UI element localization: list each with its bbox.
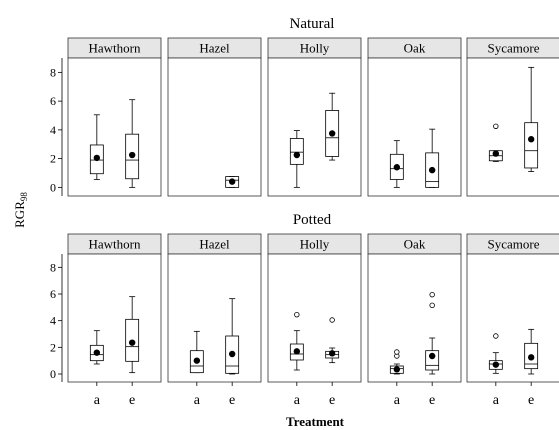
mean-point — [193, 357, 201, 364]
facet-strip-label: Sycamore — [488, 41, 540, 56]
x-axis-title: Treatment — [286, 414, 345, 429]
facet-strip-label: Oak — [404, 237, 426, 252]
mean-point — [328, 350, 336, 357]
mean-point — [228, 178, 236, 185]
facet-strip-label: Holly — [300, 41, 330, 56]
y-tick-label: 2 — [50, 340, 56, 354]
facet-panel — [167, 253, 262, 383]
mean-point — [527, 354, 535, 361]
x-tick-label: a — [493, 393, 500, 408]
y-tick-label: 0 — [50, 180, 56, 194]
y-tick-label: 4 — [50, 314, 56, 328]
y-tick-label: 4 — [50, 123, 56, 137]
outlier-point — [493, 123, 499, 129]
facet-strip-label: Hazel — [199, 41, 230, 56]
mean-point — [93, 154, 101, 162]
facet-panel — [466, 253, 559, 383]
mean-point — [393, 366, 401, 373]
mean-point — [492, 150, 500, 157]
outlier-point — [493, 333, 499, 339]
outlier-point — [329, 317, 335, 323]
x-tick-label: a — [294, 393, 301, 408]
facet-strip-label: Holly — [300, 237, 330, 252]
facet-strip-label: Hazel — [199, 237, 230, 252]
mean-point — [293, 348, 301, 355]
mean-point — [93, 349, 101, 356]
facet-panel — [67, 253, 162, 383]
facet-strip-label: Sycamore — [488, 237, 540, 252]
y-tick-label: 6 — [50, 287, 56, 301]
mean-point — [428, 352, 436, 360]
facet-panel — [167, 57, 262, 197]
mean-point — [492, 361, 500, 368]
row-title: Natural — [290, 16, 335, 32]
facet-panel — [367, 57, 462, 197]
mean-point — [228, 350, 236, 358]
y-tick-label: 8 — [50, 65, 56, 79]
y-axis-title-main: RGR — [12, 201, 27, 228]
mean-point — [293, 151, 301, 159]
box — [289, 138, 304, 165]
outlier-point — [429, 302, 435, 309]
mean-point — [128, 339, 136, 346]
box — [524, 122, 539, 169]
y-axis-title: RGR98 — [12, 192, 29, 228]
x-tick-label: e — [329, 393, 335, 408]
x-tick-label: a — [194, 393, 201, 408]
mean-point — [328, 130, 336, 137]
x-tick-label: a — [94, 393, 101, 408]
mean-point — [393, 164, 401, 171]
y-tick-label: 2 — [50, 152, 56, 166]
y-tick-label: 6 — [50, 94, 56, 108]
y-axis-title-subscript: 98 — [19, 192, 29, 202]
x-tick-label: a — [394, 393, 401, 408]
mean-point — [428, 166, 436, 174]
mean-point — [527, 136, 535, 143]
y-tick-label: 0 — [50, 367, 56, 381]
y-tick-label: 8 — [50, 260, 56, 274]
outlier-point — [394, 349, 400, 355]
facet-strip-label: Oak — [404, 41, 426, 56]
facet-panel — [367, 253, 462, 383]
mean-point — [128, 151, 136, 159]
facet-strip-label: Hawthorn — [89, 41, 141, 56]
x-tick-label: e — [528, 393, 534, 408]
x-tick-label: e — [129, 393, 135, 408]
facet-strip-label: Hawthorn — [89, 237, 141, 252]
row-title: Potted — [293, 212, 332, 228]
x-tick-label: e — [429, 393, 435, 408]
outlier-point — [294, 311, 300, 318]
facet-panel — [267, 253, 362, 383]
outlier-point — [429, 291, 435, 298]
x-tick-label: e — [229, 393, 235, 408]
facet-panel — [67, 57, 162, 197]
facet-panel — [267, 57, 362, 197]
facet-panel — [466, 57, 559, 197]
